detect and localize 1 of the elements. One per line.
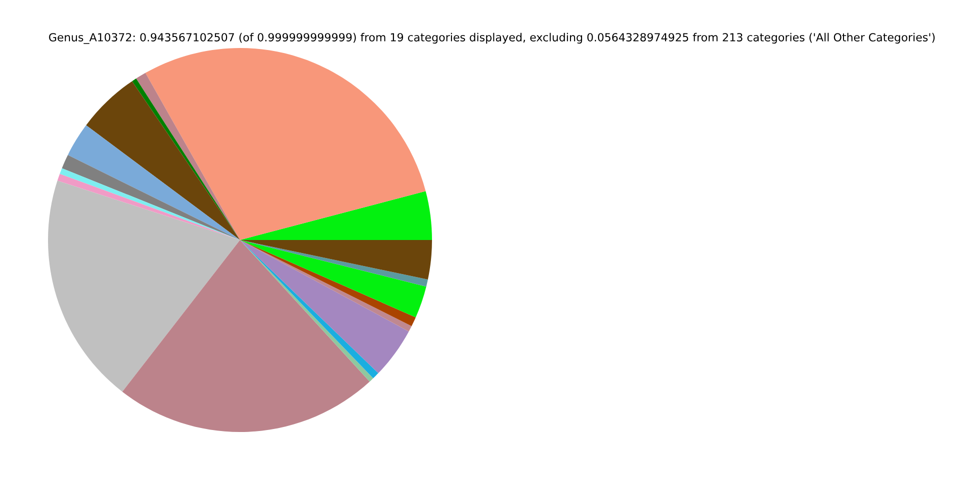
- text: Genus_A10372: 0.943567102507 (of 0.999999999999) from 19 categories displayed, excluding 0.0564328974925 from 213 categories ('All Other Categories'): [49, 32, 935, 44]
